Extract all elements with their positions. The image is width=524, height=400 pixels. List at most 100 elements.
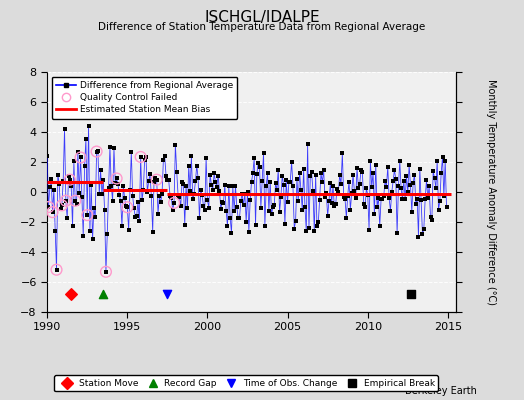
- Point: [123, 204, 132, 210]
- Point: [218, 199, 226, 205]
- Point: [170, 200, 178, 206]
- Point: [91, 214, 100, 220]
- Point: [114, 181, 122, 188]
- Point: [209, 186, 217, 193]
- Point: [282, 177, 290, 184]
- Point: [252, 222, 260, 228]
- Point: [199, 202, 208, 209]
- Point: [201, 206, 209, 213]
- Point: [358, 169, 367, 175]
- Point: [285, 178, 293, 185]
- Point: [394, 183, 402, 190]
- Point: [366, 158, 375, 164]
- Point: [216, 206, 225, 212]
- Point: [442, 204, 451, 210]
- Point: [110, 145, 118, 151]
- Point: [48, 209, 57, 215]
- Point: [119, 183, 127, 189]
- Point: [195, 215, 204, 221]
- Point: [99, 177, 107, 183]
- Point: [157, 199, 165, 205]
- Point: [82, 136, 90, 142]
- Point: [396, 158, 404, 164]
- Point: [56, 206, 64, 212]
- Point: [208, 182, 216, 188]
- Point: [269, 204, 277, 210]
- Point: [162, 172, 170, 179]
- Point: [384, 164, 392, 170]
- Point: [429, 168, 438, 174]
- Point: [332, 201, 340, 208]
- Point: [311, 172, 320, 178]
- Point: [174, 192, 182, 198]
- Point: [228, 183, 237, 190]
- Point: [313, 223, 321, 229]
- Point: [255, 164, 264, 170]
- Point: [87, 182, 95, 188]
- Point: [314, 219, 322, 226]
- Point: [412, 201, 420, 207]
- Point: [353, 164, 361, 171]
- Point: [376, 223, 384, 229]
- Point: [127, 149, 136, 155]
- Point: [177, 203, 185, 210]
- Point: [337, 181, 345, 188]
- Point: [59, 178, 68, 184]
- Point: [328, 200, 336, 206]
- Point: [262, 183, 270, 189]
- Point: [52, 266, 61, 273]
- Point: [357, 166, 365, 173]
- Point: [238, 191, 246, 197]
- Point: [400, 178, 408, 184]
- Point: [179, 180, 188, 187]
- Point: [72, 201, 81, 207]
- Point: [198, 192, 206, 199]
- Point: [306, 173, 314, 180]
- Point: [333, 186, 341, 192]
- Point: [206, 172, 214, 178]
- Point: [131, 214, 139, 220]
- Point: [148, 228, 157, 235]
- Point: [92, 148, 101, 155]
- Point: [191, 178, 200, 184]
- Point: [152, 176, 161, 183]
- Point: [397, 185, 405, 192]
- Point: [128, 193, 137, 199]
- Point: [83, 212, 91, 218]
- Point: [362, 185, 370, 192]
- Point: [302, 228, 311, 234]
- Point: [322, 190, 331, 196]
- Point: [102, 269, 110, 275]
- Point: [441, 158, 450, 164]
- Point: [321, 194, 329, 201]
- Point: [386, 208, 395, 214]
- Point: [234, 215, 243, 221]
- Point: [122, 203, 130, 210]
- Point: [106, 144, 114, 150]
- Point: [52, 266, 61, 273]
- Text: ISCHGL/IDALPE: ISCHGL/IDALPE: [204, 10, 320, 25]
- Point: [183, 205, 192, 212]
- Point: [410, 171, 419, 178]
- Point: [398, 196, 407, 202]
- Point: [165, 177, 173, 183]
- Point: [221, 182, 229, 188]
- Point: [47, 176, 56, 182]
- Point: [50, 186, 58, 193]
- Point: [254, 160, 263, 166]
- Point: [243, 188, 252, 195]
- Point: [130, 205, 138, 212]
- Point: [190, 191, 198, 197]
- Point: [70, 158, 78, 164]
- Point: [196, 187, 205, 194]
- Point: [406, 182, 414, 189]
- Point: [413, 196, 421, 202]
- Point: [382, 184, 390, 190]
- Point: [402, 173, 411, 180]
- Point: [433, 158, 441, 164]
- Point: [152, 176, 161, 183]
- Point: [298, 207, 307, 213]
- Point: [259, 150, 268, 156]
- Point: [160, 153, 169, 159]
- Point: [335, 172, 344, 178]
